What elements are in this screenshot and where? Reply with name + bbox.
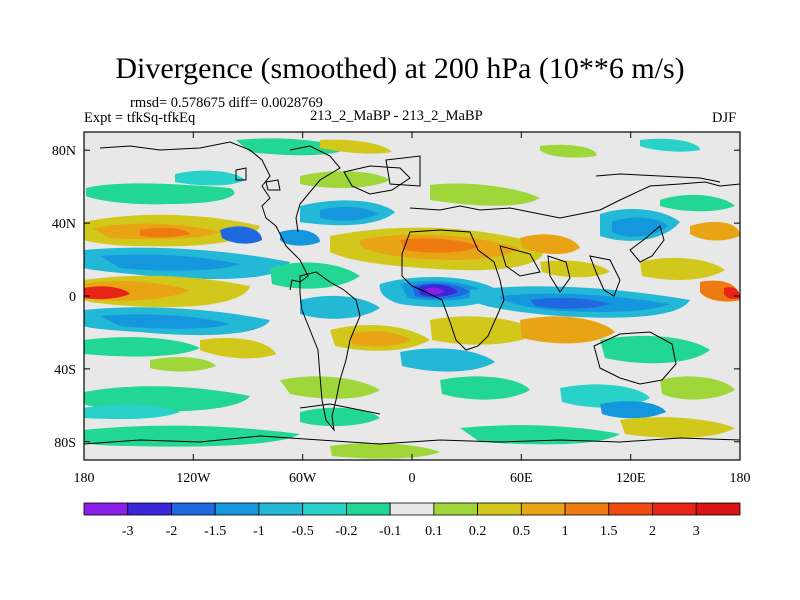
colorbar-swatch: [564, 502, 610, 516]
colorbar-swatch: [302, 502, 347, 516]
x-tick-label: 60W: [289, 471, 317, 486]
x-tick-label: 180: [74, 471, 95, 486]
colorbar-swatch: [433, 502, 479, 516]
x-tick-label: 60E: [510, 471, 533, 486]
colorbar-label: -0.1: [379, 524, 401, 539]
x-tick-label: 0: [409, 471, 416, 486]
y-tick-label: 80N: [52, 144, 76, 159]
colorbar-swatch: [127, 502, 172, 516]
x-tick-label: 120W: [176, 471, 211, 486]
x-tick-label: 120E: [616, 471, 646, 486]
colorbar-label: -2: [166, 524, 178, 539]
chart-title: Divergence (smoothed) at 200 hPa (10**6 …: [115, 52, 685, 85]
colorbar-swatch: [652, 502, 697, 516]
y-tick-label: 40N: [52, 217, 76, 232]
colorbar-swatch: [695, 502, 741, 516]
colorbar-swatch: [520, 502, 566, 516]
colorbar-label: 1.5: [600, 524, 618, 539]
colorbar-label: -0.2: [335, 524, 357, 539]
colorbar-label: 0.5: [513, 524, 531, 539]
case-label: 213_2_MaBP - 213_2_MaBP: [310, 108, 483, 124]
y-tick-label: 0: [69, 290, 76, 305]
coastlines: [84, 141, 740, 445]
colorbar-swatch: [258, 502, 304, 516]
colorbar-label: 1: [562, 524, 569, 539]
colorbar-swatch: [608, 502, 653, 516]
colorbar-swatch: [477, 502, 522, 516]
colorbar-label: 0.1: [425, 524, 443, 539]
colorbar-label: -1.5: [204, 524, 226, 539]
colorbar-swatch: [389, 502, 435, 516]
colorbar-label: -1: [253, 524, 265, 539]
colorbar-swatch: [83, 502, 129, 516]
season-label: DJF: [712, 110, 737, 126]
colorbar-swatch: [345, 502, 391, 516]
colorbar-swatch: [214, 502, 260, 516]
x-tick-label: 180: [730, 471, 751, 486]
colorbar-label: -3: [122, 524, 134, 539]
colorbar-label: 2: [649, 524, 656, 539]
y-tick-label: 40S: [54, 363, 76, 378]
colorbar-swatch: [171, 502, 216, 516]
experiment-label: Expt = tfkSq-tfkEq: [84, 110, 196, 126]
rmsd-stats: rmsd= 0.578675 diff= 0.0028769: [130, 95, 323, 111]
colorbar-label: 0.2: [469, 524, 487, 539]
y-tick-label: 80S: [54, 436, 76, 451]
colorbar-label: 3: [693, 524, 700, 539]
colorbar-label: -0.5: [292, 524, 314, 539]
